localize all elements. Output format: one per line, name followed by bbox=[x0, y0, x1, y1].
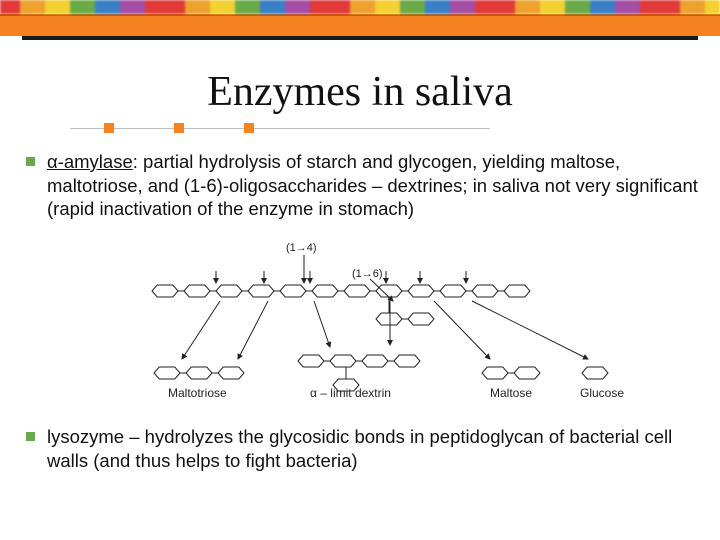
bullet-term: lysozyme bbox=[47, 426, 124, 447]
accent-dot bbox=[174, 123, 184, 133]
header-decor-strip bbox=[0, 0, 720, 14]
diagram-svg: (1→4) (1→6) Maltotriose α – limit dextrin Ma… bbox=[90, 237, 630, 407]
slide-title: Enzymes in saliva bbox=[0, 68, 720, 116]
bullet-marker-icon bbox=[26, 432, 35, 441]
hydrolysis-diagram: (1→4) (1→6) Maltotriose α – limit dextrin Ma… bbox=[90, 237, 630, 407]
bullet-text: lysozyme – hydrolyzes the glycosidic bon… bbox=[47, 425, 698, 472]
rainbow-strip bbox=[0, 0, 720, 14]
header-orange-bar bbox=[0, 14, 720, 36]
accent-line bbox=[70, 128, 490, 129]
svg-text:α – limit dextrin: α – limit dextrin bbox=[310, 386, 391, 400]
bullet-item: lysozyme – hydrolyzes the glycosidic bon… bbox=[22, 425, 698, 472]
svg-text:Maltotriose: Maltotriose bbox=[168, 386, 227, 400]
svg-text:(1→6): (1→6) bbox=[352, 268, 383, 280]
svg-text:Maltose: Maltose bbox=[490, 386, 532, 400]
svg-text:Glucose: Glucose bbox=[580, 386, 624, 400]
bullet-rest: : partial hydrolysis of starch and glyco… bbox=[47, 151, 698, 219]
bullet-item: α-amylase: partial hydrolysis of starch … bbox=[22, 150, 698, 221]
slide-body: α-amylase: partial hydrolysis of starch … bbox=[0, 150, 720, 472]
bullet-marker-icon bbox=[26, 157, 35, 166]
svg-text:(1→4): (1→4) bbox=[286, 242, 317, 254]
bullet-rest: – hydrolyzes the glycosidic bonds in pep… bbox=[47, 426, 672, 471]
accent-dot bbox=[104, 123, 114, 133]
title-accent bbox=[70, 122, 490, 136]
bullet-text: α-amylase: partial hydrolysis of starch … bbox=[47, 150, 698, 221]
header-rule bbox=[22, 36, 698, 40]
bullet-term: α-amylase bbox=[47, 151, 133, 172]
accent-dot bbox=[244, 123, 254, 133]
